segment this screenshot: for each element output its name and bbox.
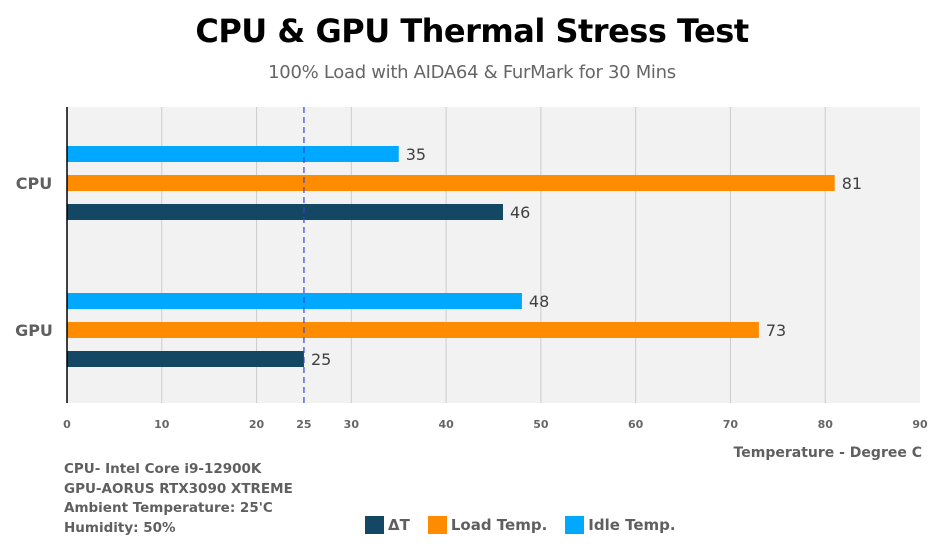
x-tick-label-70: 70 bbox=[723, 418, 739, 431]
bar-cpu-load-temp bbox=[67, 175, 835, 191]
bars-group bbox=[67, 146, 835, 367]
category-label-gpu: GPU bbox=[15, 321, 53, 340]
chart-subtitle: 100% Load with AIDA64 & FurMark for 30 M… bbox=[268, 62, 676, 83]
data-label-cpu-load-temp: 81 bbox=[842, 174, 862, 193]
bar-cpu-t bbox=[67, 204, 503, 220]
bar-gpu-idle-temp bbox=[67, 293, 522, 309]
legend-label-load-temp: Load Temp. bbox=[450, 516, 548, 534]
legend-swatch-idle-temp bbox=[565, 516, 585, 534]
x-axis-label: Temperature - Degree C bbox=[733, 445, 922, 461]
x-tick-label-40: 40 bbox=[438, 418, 454, 431]
x-tick-label-80: 80 bbox=[818, 418, 834, 431]
test-notes: CPU- Intel Core i9-12900K GPU-AORUS RTX3… bbox=[64, 460, 293, 538]
data-label-gpu-idle-temp: 48 bbox=[529, 292, 549, 311]
legend-item-delta-t: ΔT bbox=[365, 516, 410, 534]
x-tick-label-0: 0 bbox=[63, 418, 71, 431]
data-label-gpu-load-temp: 73 bbox=[766, 321, 786, 340]
x-tick-label-10: 10 bbox=[154, 418, 170, 431]
category-label-cpu: CPU bbox=[16, 174, 52, 193]
x-tick-label-50: 50 bbox=[533, 418, 549, 431]
x-tick-label-60: 60 bbox=[628, 418, 644, 431]
data-labels: 35 81 46 48 73 25 bbox=[311, 145, 862, 369]
legend-item-load-temp: Load Temp. bbox=[427, 516, 548, 534]
data-label-cpu-idle-temp: 35 bbox=[406, 145, 426, 164]
legend-label-idle-temp: Idle Temp. bbox=[588, 516, 676, 534]
note-gpu: GPU-AORUS RTX3090 XTREME bbox=[64, 480, 293, 497]
x-tick-labels: 0 10 20 25 30 40 50 60 70 80 90 bbox=[63, 418, 928, 431]
note-cpu: CPU- Intel Core i9-12900K bbox=[64, 461, 262, 477]
legend-item-idle-temp: Idle Temp. bbox=[565, 516, 676, 534]
legend-swatch-load-temp bbox=[427, 516, 447, 534]
note-humidity: Humidity: 50% bbox=[64, 519, 176, 536]
data-label-gpu-t: 25 bbox=[311, 350, 331, 369]
x-tick-label-25: 25 bbox=[296, 418, 311, 431]
bar-cpu-idle-temp bbox=[67, 146, 399, 162]
data-label-cpu-t: 46 bbox=[510, 203, 530, 222]
chart-title: CPU & GPU Thermal Stress Test bbox=[195, 12, 749, 50]
bar-gpu-load-temp bbox=[67, 322, 759, 338]
note-ambient: Ambient Temperature: 25'C bbox=[64, 500, 273, 516]
x-tick-label-30: 30 bbox=[344, 418, 360, 431]
legend: ΔT Load Temp. Idle Temp. bbox=[365, 516, 694, 534]
legend-swatch-delta-t bbox=[365, 516, 384, 534]
category-labels: CPU GPU bbox=[15, 174, 53, 340]
bar-gpu-t bbox=[67, 351, 304, 367]
legend-label-delta-t: ΔT bbox=[388, 516, 410, 534]
x-tick-label-90: 90 bbox=[912, 418, 928, 431]
x-tick-label-20: 20 bbox=[249, 418, 265, 431]
